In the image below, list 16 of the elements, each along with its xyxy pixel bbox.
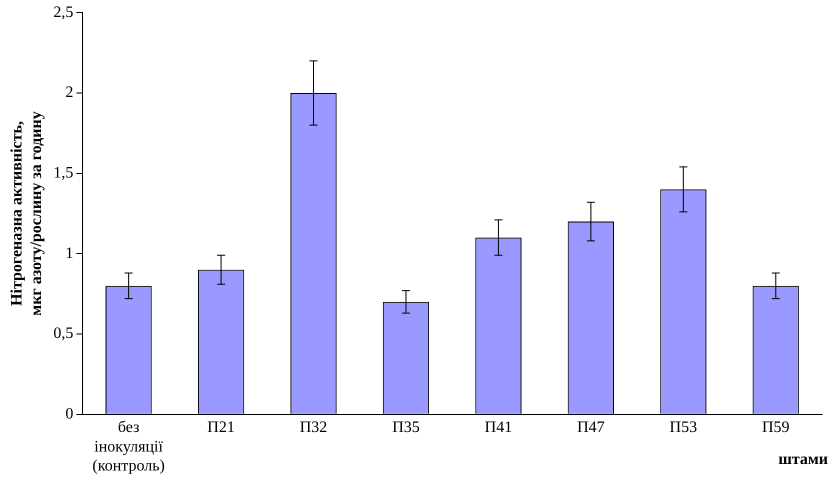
x-tick-label: П47: [577, 419, 605, 436]
y-tick-label: 1,5: [53, 164, 74, 182]
x-tick-label: П41: [484, 419, 512, 436]
y-tick-label: 0,5: [53, 325, 74, 342]
y-tick-label: 2,5: [53, 4, 74, 21]
y-tick-label: 0: [65, 406, 74, 423]
x-tick-label: П59: [762, 419, 790, 436]
x-tick-label: П35: [392, 419, 420, 436]
x-tick-label: П53: [670, 419, 698, 436]
y-tick-label: 1: [65, 244, 74, 262]
x-tick-label: без інокуляції (контроль): [92, 419, 165, 475]
x-tick-label: П32: [300, 419, 328, 436]
x-axis-title: штами: [778, 451, 828, 468]
y-axis-title: Нітрогеназна активність, мкг азоту/рослину за годину: [8, 111, 45, 316]
x-tick-label: П21: [207, 419, 235, 436]
y-tick-label: 2: [65, 84, 74, 102]
